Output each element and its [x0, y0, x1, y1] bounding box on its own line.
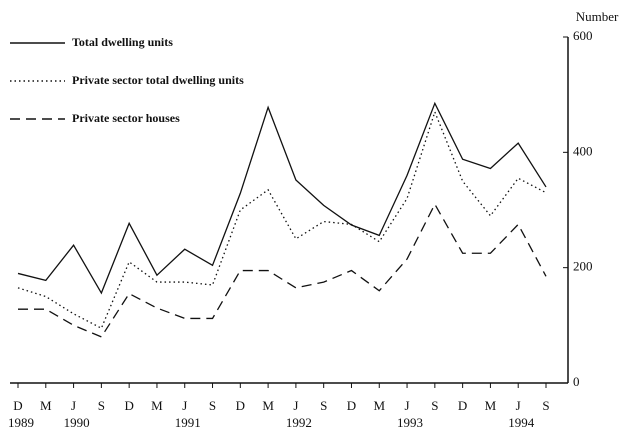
x-tick-label: J: [516, 398, 521, 413]
legend-label: Private sector total dwelling units: [72, 73, 244, 87]
series-line: [18, 202, 547, 338]
x-tick-label: S: [431, 398, 438, 413]
y-tick-label: 400: [573, 143, 593, 158]
x-tick-label: D: [347, 398, 356, 413]
x-tick-label: D: [13, 398, 22, 413]
legend-label: Private sector houses: [72, 111, 180, 125]
x-year-label: 1991: [175, 415, 201, 430]
y-tick-label: 0: [573, 374, 580, 389]
x-tick-label: M: [151, 398, 163, 413]
x-year-label: 1992: [286, 415, 312, 430]
x-tick-label: S: [209, 398, 216, 413]
y-tick-label: 600: [573, 28, 593, 43]
x-tick-label: J: [182, 398, 187, 413]
x-tick-label: D: [124, 398, 133, 413]
x-year-label: 1993: [397, 415, 423, 430]
x-tick-label: S: [542, 398, 549, 413]
x-year-label: 1990: [64, 415, 90, 430]
x-tick-label: M: [40, 398, 52, 413]
legend-label: Total dwelling units: [72, 35, 173, 49]
series-line: [17, 101, 547, 295]
x-year-label: 1994: [508, 415, 535, 430]
y-tick-label: 200: [573, 259, 593, 274]
x-year-label: 1989: [8, 415, 34, 430]
legend: Total dwelling units Private sector total…: [10, 35, 244, 125]
x-tick-label: J: [293, 398, 298, 413]
x-tick-label: M: [485, 398, 497, 413]
x-tick-label: S: [320, 398, 327, 413]
x-tick-label: J: [71, 398, 76, 413]
y-axis-label: Number: [576, 9, 619, 24]
x-tick-label: M: [262, 398, 274, 413]
x-tick-label: M: [373, 398, 385, 413]
x-tick-label: D: [458, 398, 467, 413]
x-tick-label: D: [236, 398, 245, 413]
x-tick-label: J: [405, 398, 410, 413]
x-tick-label: S: [98, 398, 105, 413]
